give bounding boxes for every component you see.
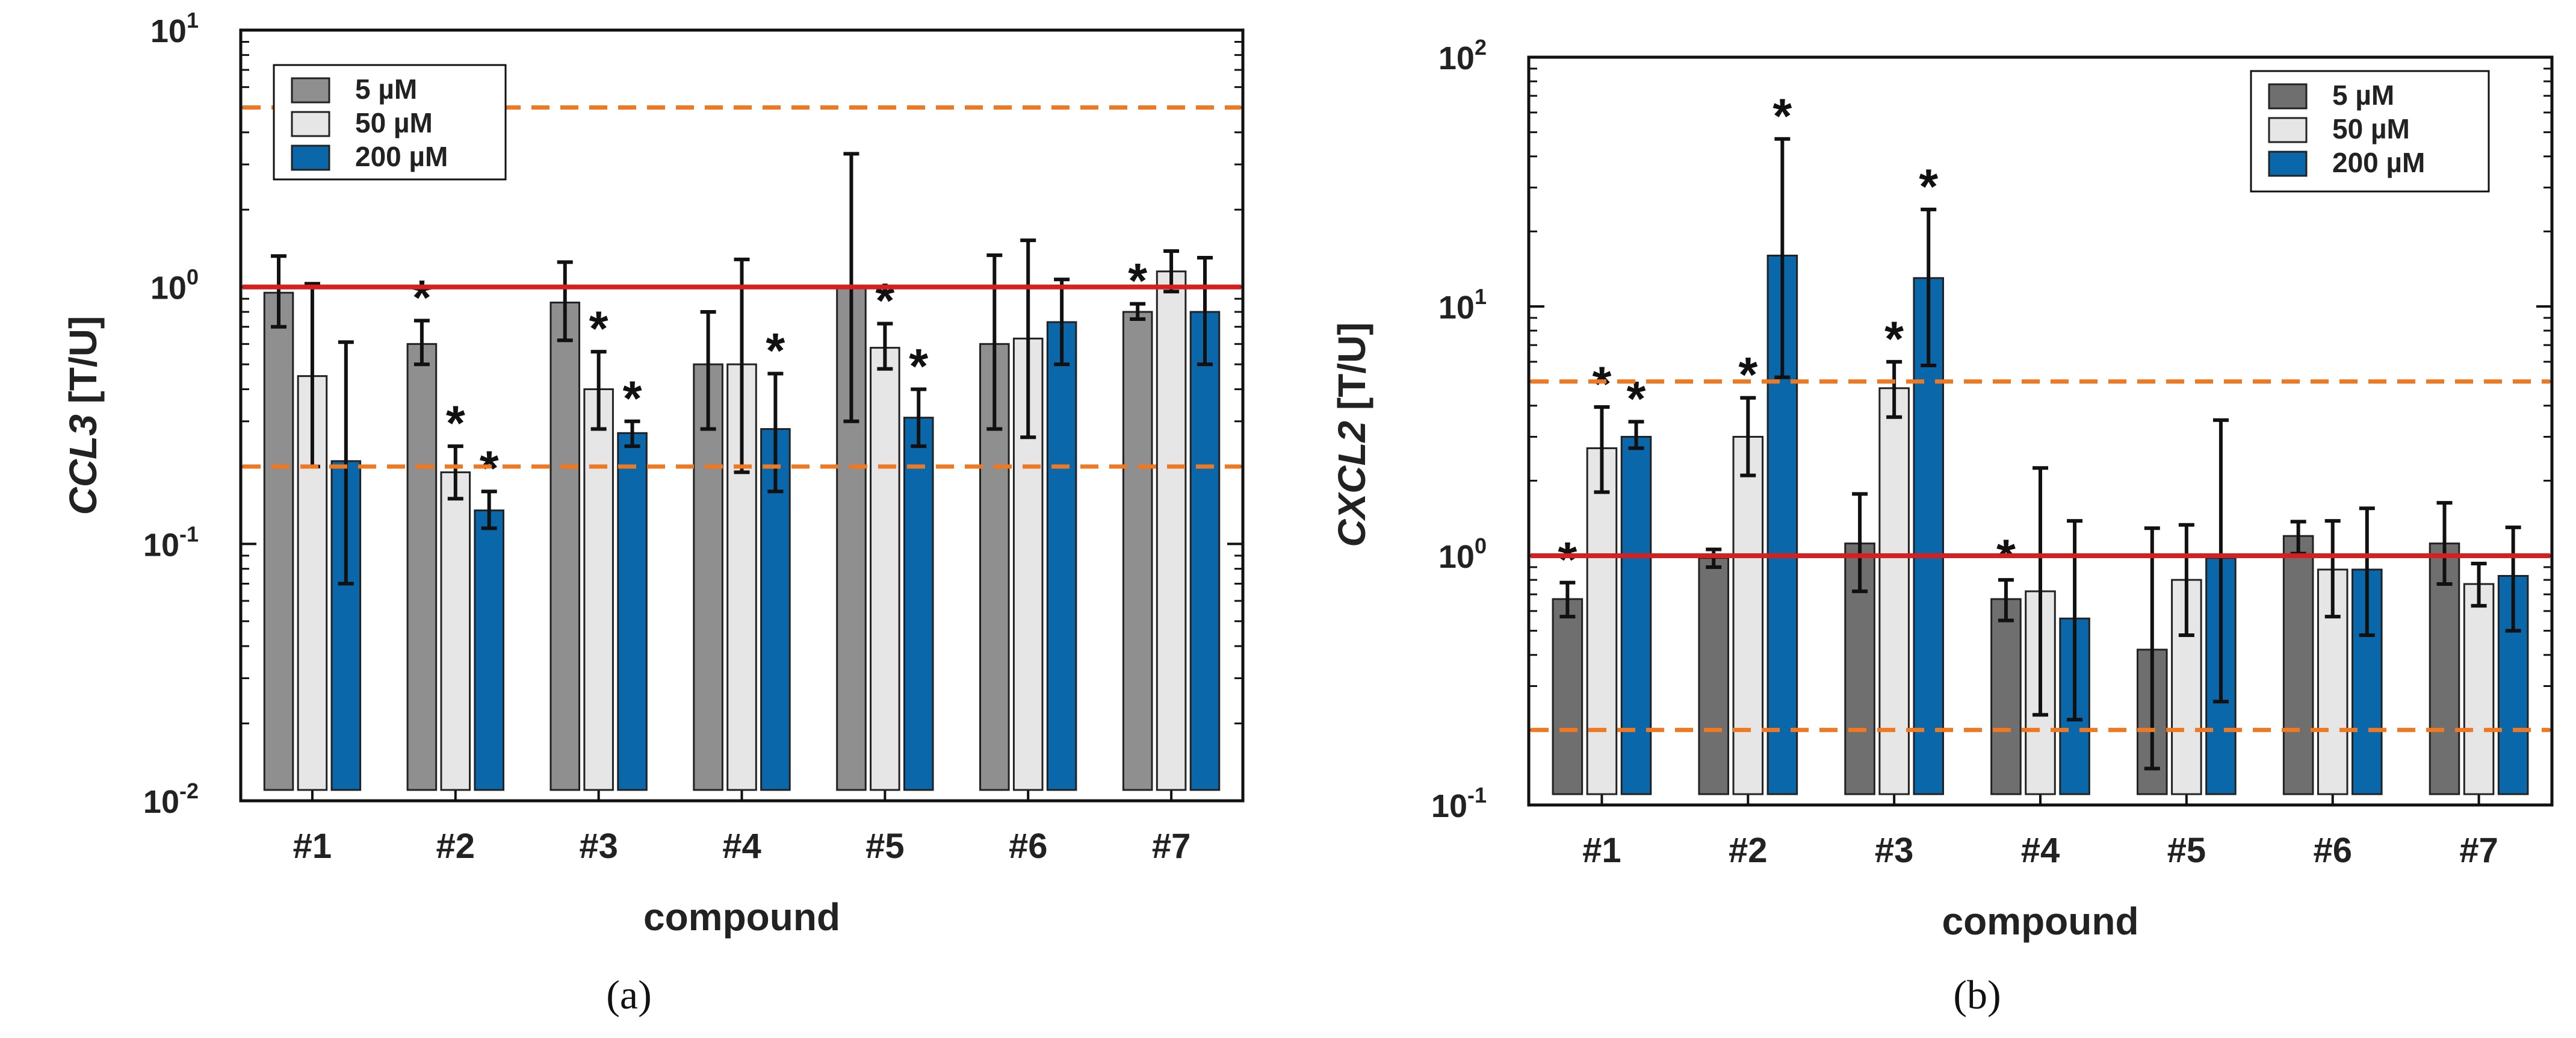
bar (1156, 270, 1187, 791)
panel-caption: (b) (1953, 972, 2001, 1018)
significance-star: * (1919, 160, 1938, 214)
bar (474, 509, 504, 791)
x-tick-label: #6 (2313, 831, 2352, 870)
legend-label: 200 µM (2332, 147, 2425, 178)
legend-label: 5 µM (355, 73, 417, 105)
significance-star: * (1738, 348, 1757, 403)
legend-label: 50 µM (2332, 113, 2410, 145)
significance-star: * (589, 302, 608, 356)
x-tick-label: #4 (722, 827, 761, 866)
bar (406, 343, 438, 791)
legend-swatch (2268, 83, 2308, 110)
x-tick-label: #1 (1582, 831, 1621, 870)
x-tick-label: #4 (2021, 831, 2060, 870)
legend-swatch (291, 111, 330, 137)
y-axis-title: CXCL2 [T/U] (1330, 322, 1373, 547)
x-tick-label: #7 (1152, 827, 1191, 866)
x-tick-label: #5 (865, 827, 905, 866)
bar (2463, 583, 2495, 795)
bar (1552, 598, 1584, 795)
bar (1046, 321, 1077, 791)
y-tick-label: 101 (1438, 284, 1487, 326)
bar (1122, 311, 1153, 791)
significance-star: * (875, 274, 894, 329)
x-tick-label: #3 (1875, 831, 1914, 870)
significance-star: * (1773, 89, 1792, 144)
significance-star: * (909, 339, 928, 394)
significance-star: * (1128, 254, 1147, 309)
x-tick-label: #1 (293, 827, 332, 866)
legend-label: 50 µM (355, 107, 433, 138)
significance-star: * (623, 371, 642, 426)
legend-swatch (2268, 151, 2308, 177)
bar (1620, 435, 1652, 795)
bar (693, 363, 723, 791)
legend-label: 5 µM (2332, 79, 2394, 111)
panel-caption: (a) (606, 972, 651, 1018)
x-tick-label: #3 (579, 827, 618, 866)
legend-swatch (2268, 117, 2308, 143)
bar (617, 432, 648, 791)
y-tick-label: 10-1 (1431, 783, 1487, 824)
significance-star: * (412, 270, 432, 325)
bar (903, 417, 934, 791)
bar (263, 291, 294, 791)
bars: ******** (1552, 89, 2529, 795)
bar (583, 388, 614, 791)
y-axis: 10-1 100 101 102 (1431, 35, 2552, 824)
significance-star: * (1592, 357, 1611, 412)
significance-star: * (1884, 312, 1904, 367)
y-tick-label: 102 (1438, 35, 1487, 76)
y-tick-label: 100 (1438, 533, 1487, 575)
y-axis: 10-2 10-1 100 101 (143, 8, 1243, 820)
legend-swatch (291, 145, 330, 171)
y-tick-label: 10-2 (143, 779, 199, 820)
bar (440, 471, 471, 791)
y-tick-label: 100 (150, 265, 199, 306)
x-tick-label: #5 (2167, 831, 2206, 870)
significance-star: * (766, 324, 785, 379)
legend-swatch (291, 77, 330, 104)
bar (1189, 311, 1221, 791)
bar (870, 347, 900, 791)
bar (1586, 447, 1618, 795)
significance-star: * (480, 441, 499, 496)
bar (550, 301, 581, 791)
bars: * * * * * * * * * (263, 152, 1221, 791)
significance-star: * (446, 396, 465, 451)
y-tick-label: 101 (150, 8, 199, 49)
bar (1990, 598, 2022, 795)
y-tick-label: 10-1 (143, 521, 199, 563)
y-axis-title: CCL3 [T/U] (61, 316, 105, 515)
x-tick-label: #2 (436, 827, 475, 866)
panel-a: 10-2 10-1 100 101 #1 #2 #3 #4 #5 #6 #7 * * * * * * * * * 5 µ… (61, 8, 1245, 1018)
bar (1732, 435, 1764, 795)
x-axis-title: compound (643, 895, 840, 939)
bar (1698, 557, 1729, 795)
x-tick-label: #2 (1729, 831, 1768, 870)
x-tick-label: #7 (2459, 831, 2498, 870)
legend-label: 200 µM (355, 141, 448, 172)
bar (1878, 387, 1910, 795)
x-axis-title: compound (1942, 900, 2138, 943)
x-tick-label: #6 (1009, 827, 1048, 866)
bar (2282, 535, 2314, 795)
significance-star: * (1558, 533, 1577, 588)
